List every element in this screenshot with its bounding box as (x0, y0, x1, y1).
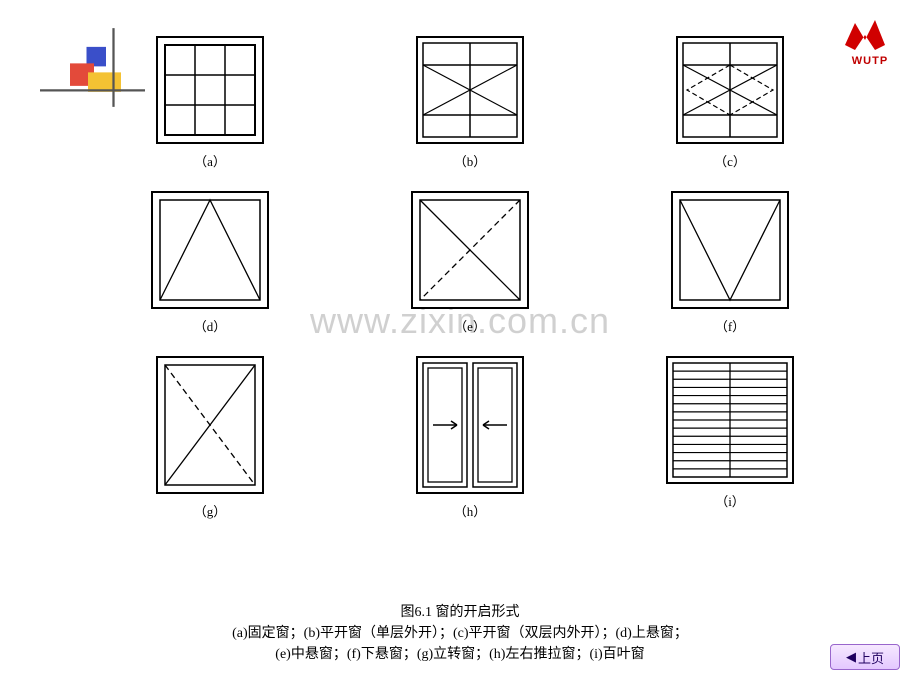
caption-line1: (a)固定窗；(b)平开窗（单层外开）；(c)平开窗（双层内外开）；(d)上悬窗… (0, 623, 920, 644)
figure-caption: 图6.1 窗的开启形式 (a)固定窗；(b)平开窗（单层外开）；(c)平开窗（双… (0, 602, 920, 665)
label-a: （a） (155, 151, 265, 170)
window-bottom-hung-icon (670, 190, 790, 310)
window-center-pivot-icon (410, 190, 530, 310)
label-i: （i） (665, 491, 795, 510)
label-h: （h） (415, 501, 525, 520)
prev-page-button[interactable]: ◀ 上页 (830, 644, 900, 670)
window-casement-single-icon (415, 35, 525, 145)
window-louver-icon (665, 355, 795, 485)
diagram-grid: （a） （b） （c） (120, 35, 820, 520)
caption-title: 图6.1 窗的开启形式 (0, 602, 920, 623)
diagram-g: （g） (155, 355, 265, 520)
window-sliding-icon (415, 355, 525, 495)
window-fixed-icon (155, 35, 265, 145)
label-e: （e） (410, 316, 530, 335)
window-vertical-pivot-icon (155, 355, 265, 495)
window-casement-double-icon (675, 35, 785, 145)
diagram-i: （i） (665, 355, 795, 520)
logo-text: WUTP (840, 55, 900, 67)
wutp-logo: WUTP (840, 15, 900, 75)
diagram-e: （e） (410, 190, 530, 335)
label-c: （c） (675, 151, 785, 170)
corner-decoration (40, 25, 120, 105)
diagram-a: （a） (155, 35, 265, 170)
nav-label: 上页 (858, 648, 884, 667)
diagram-h: （h） (415, 355, 525, 520)
label-b: （b） (415, 151, 525, 170)
diagram-f: （f） (670, 190, 790, 335)
label-f: （f） (670, 316, 790, 335)
caption-line2: (e)中悬窗；(f)下悬窗；(g)立转窗；(h)左右推拉窗；(i)百叶窗 (0, 644, 920, 665)
window-top-hung-icon (150, 190, 270, 310)
label-d: （d） (150, 316, 270, 335)
diagram-c: （c） (675, 35, 785, 170)
diagram-d: （d） (150, 190, 270, 335)
arrow-left-icon: ◀ (846, 649, 856, 665)
label-g: （g） (155, 501, 265, 520)
diagram-b: （b） (415, 35, 525, 170)
